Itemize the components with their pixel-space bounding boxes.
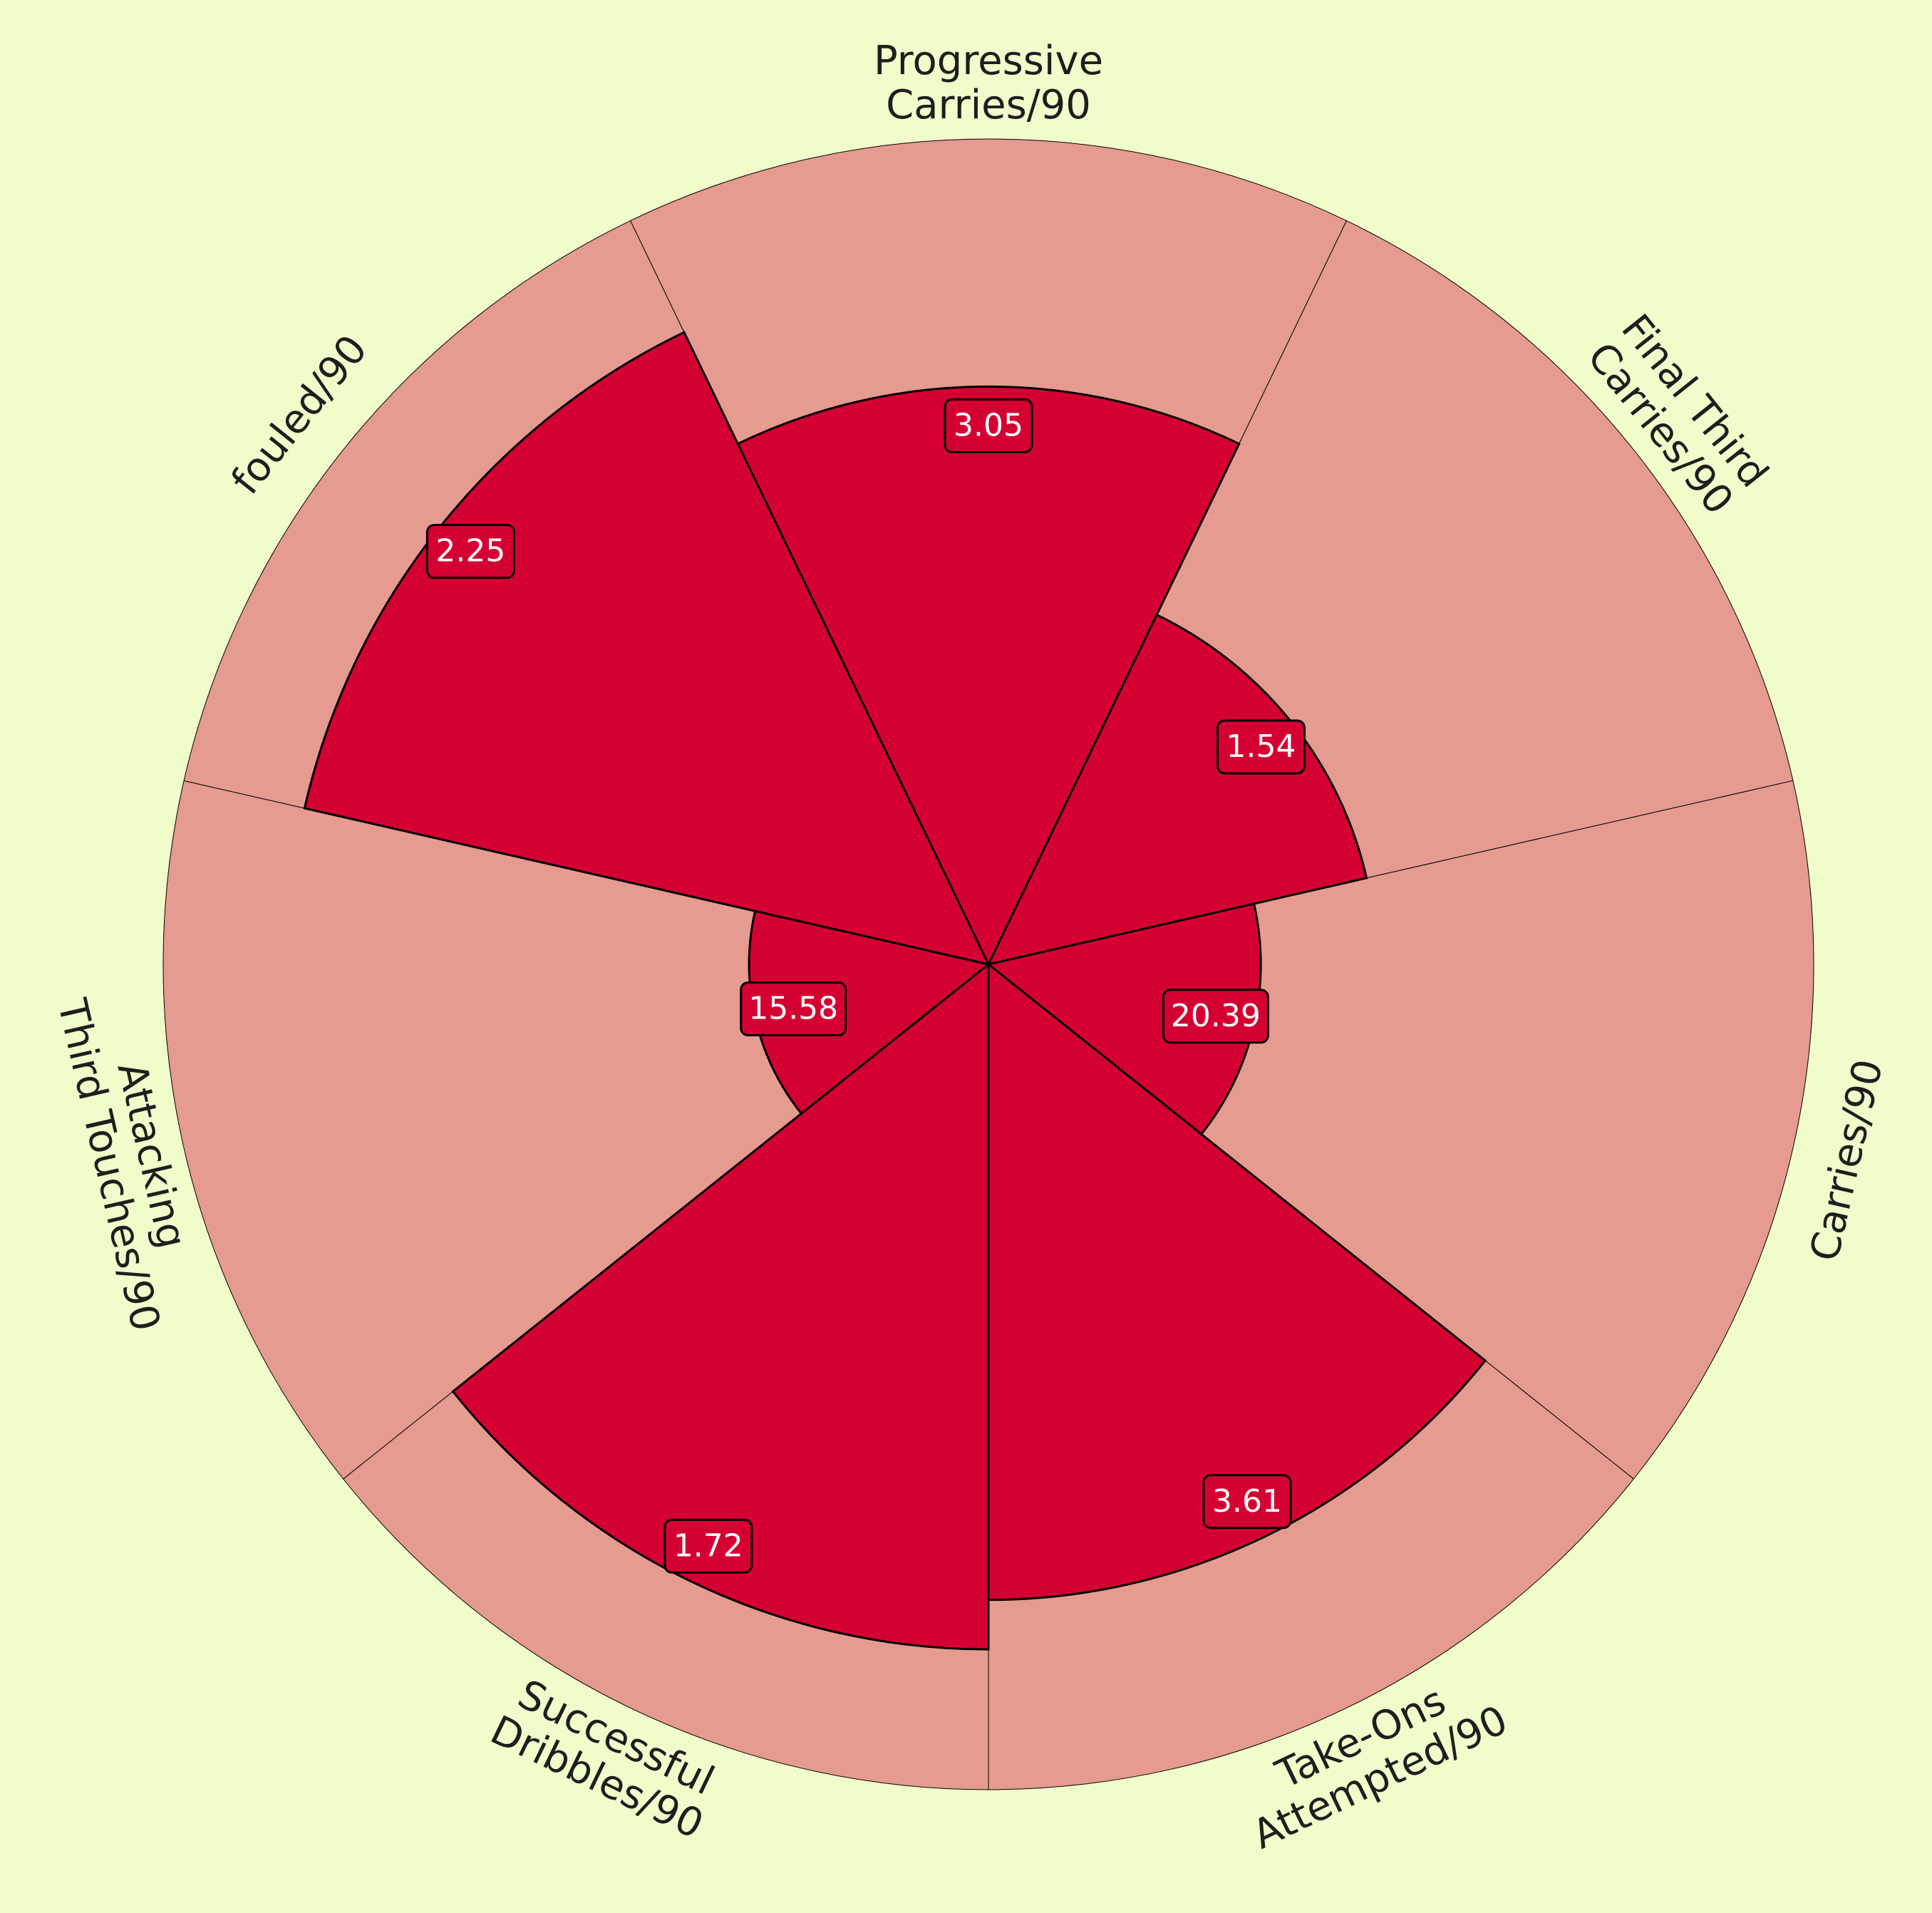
value-label-box — [425, 524, 515, 579]
value-label-text: 3.05 — [954, 407, 1023, 443]
value-label-box — [944, 398, 1033, 453]
value-label: 1.54 — [1216, 719, 1306, 775]
value-label: 15.58 — [740, 981, 847, 1036]
value-label: 3.05 — [944, 398, 1033, 453]
value-label-text: 15.58 — [748, 991, 838, 1027]
value-label-text: 1.72 — [673, 1527, 743, 1564]
value-label-box — [1162, 989, 1269, 1044]
value-label-box — [663, 1518, 753, 1574]
value-label-text: 2.25 — [435, 533, 505, 569]
value-slice — [987, 961, 1487, 1602]
value-label: 20.39 — [1162, 989, 1269, 1044]
value-slice — [736, 385, 1241, 967]
value-label-text: 1.54 — [1226, 728, 1296, 765]
category-label: Carries/90 — [1802, 1055, 1892, 1265]
value-label-box — [1216, 719, 1306, 775]
value-label-box — [1202, 1474, 1292, 1530]
value-label-box — [740, 981, 847, 1036]
value-label: 1.72 — [663, 1518, 753, 1574]
value-slices — [303, 331, 1487, 1651]
value-slice — [451, 961, 990, 1651]
value-label-text: 20.39 — [1171, 998, 1261, 1034]
value-label: 3.61 — [1202, 1474, 1292, 1530]
value-labels: 3.05 1.54 20.39 3.61 1.72 15.58 2.25 — [425, 398, 1306, 1574]
category-label: Progressive Carries/90 — [874, 38, 1103, 128]
value-label: 2.25 — [425, 524, 515, 579]
value-label-text: 3.61 — [1212, 1483, 1282, 1520]
